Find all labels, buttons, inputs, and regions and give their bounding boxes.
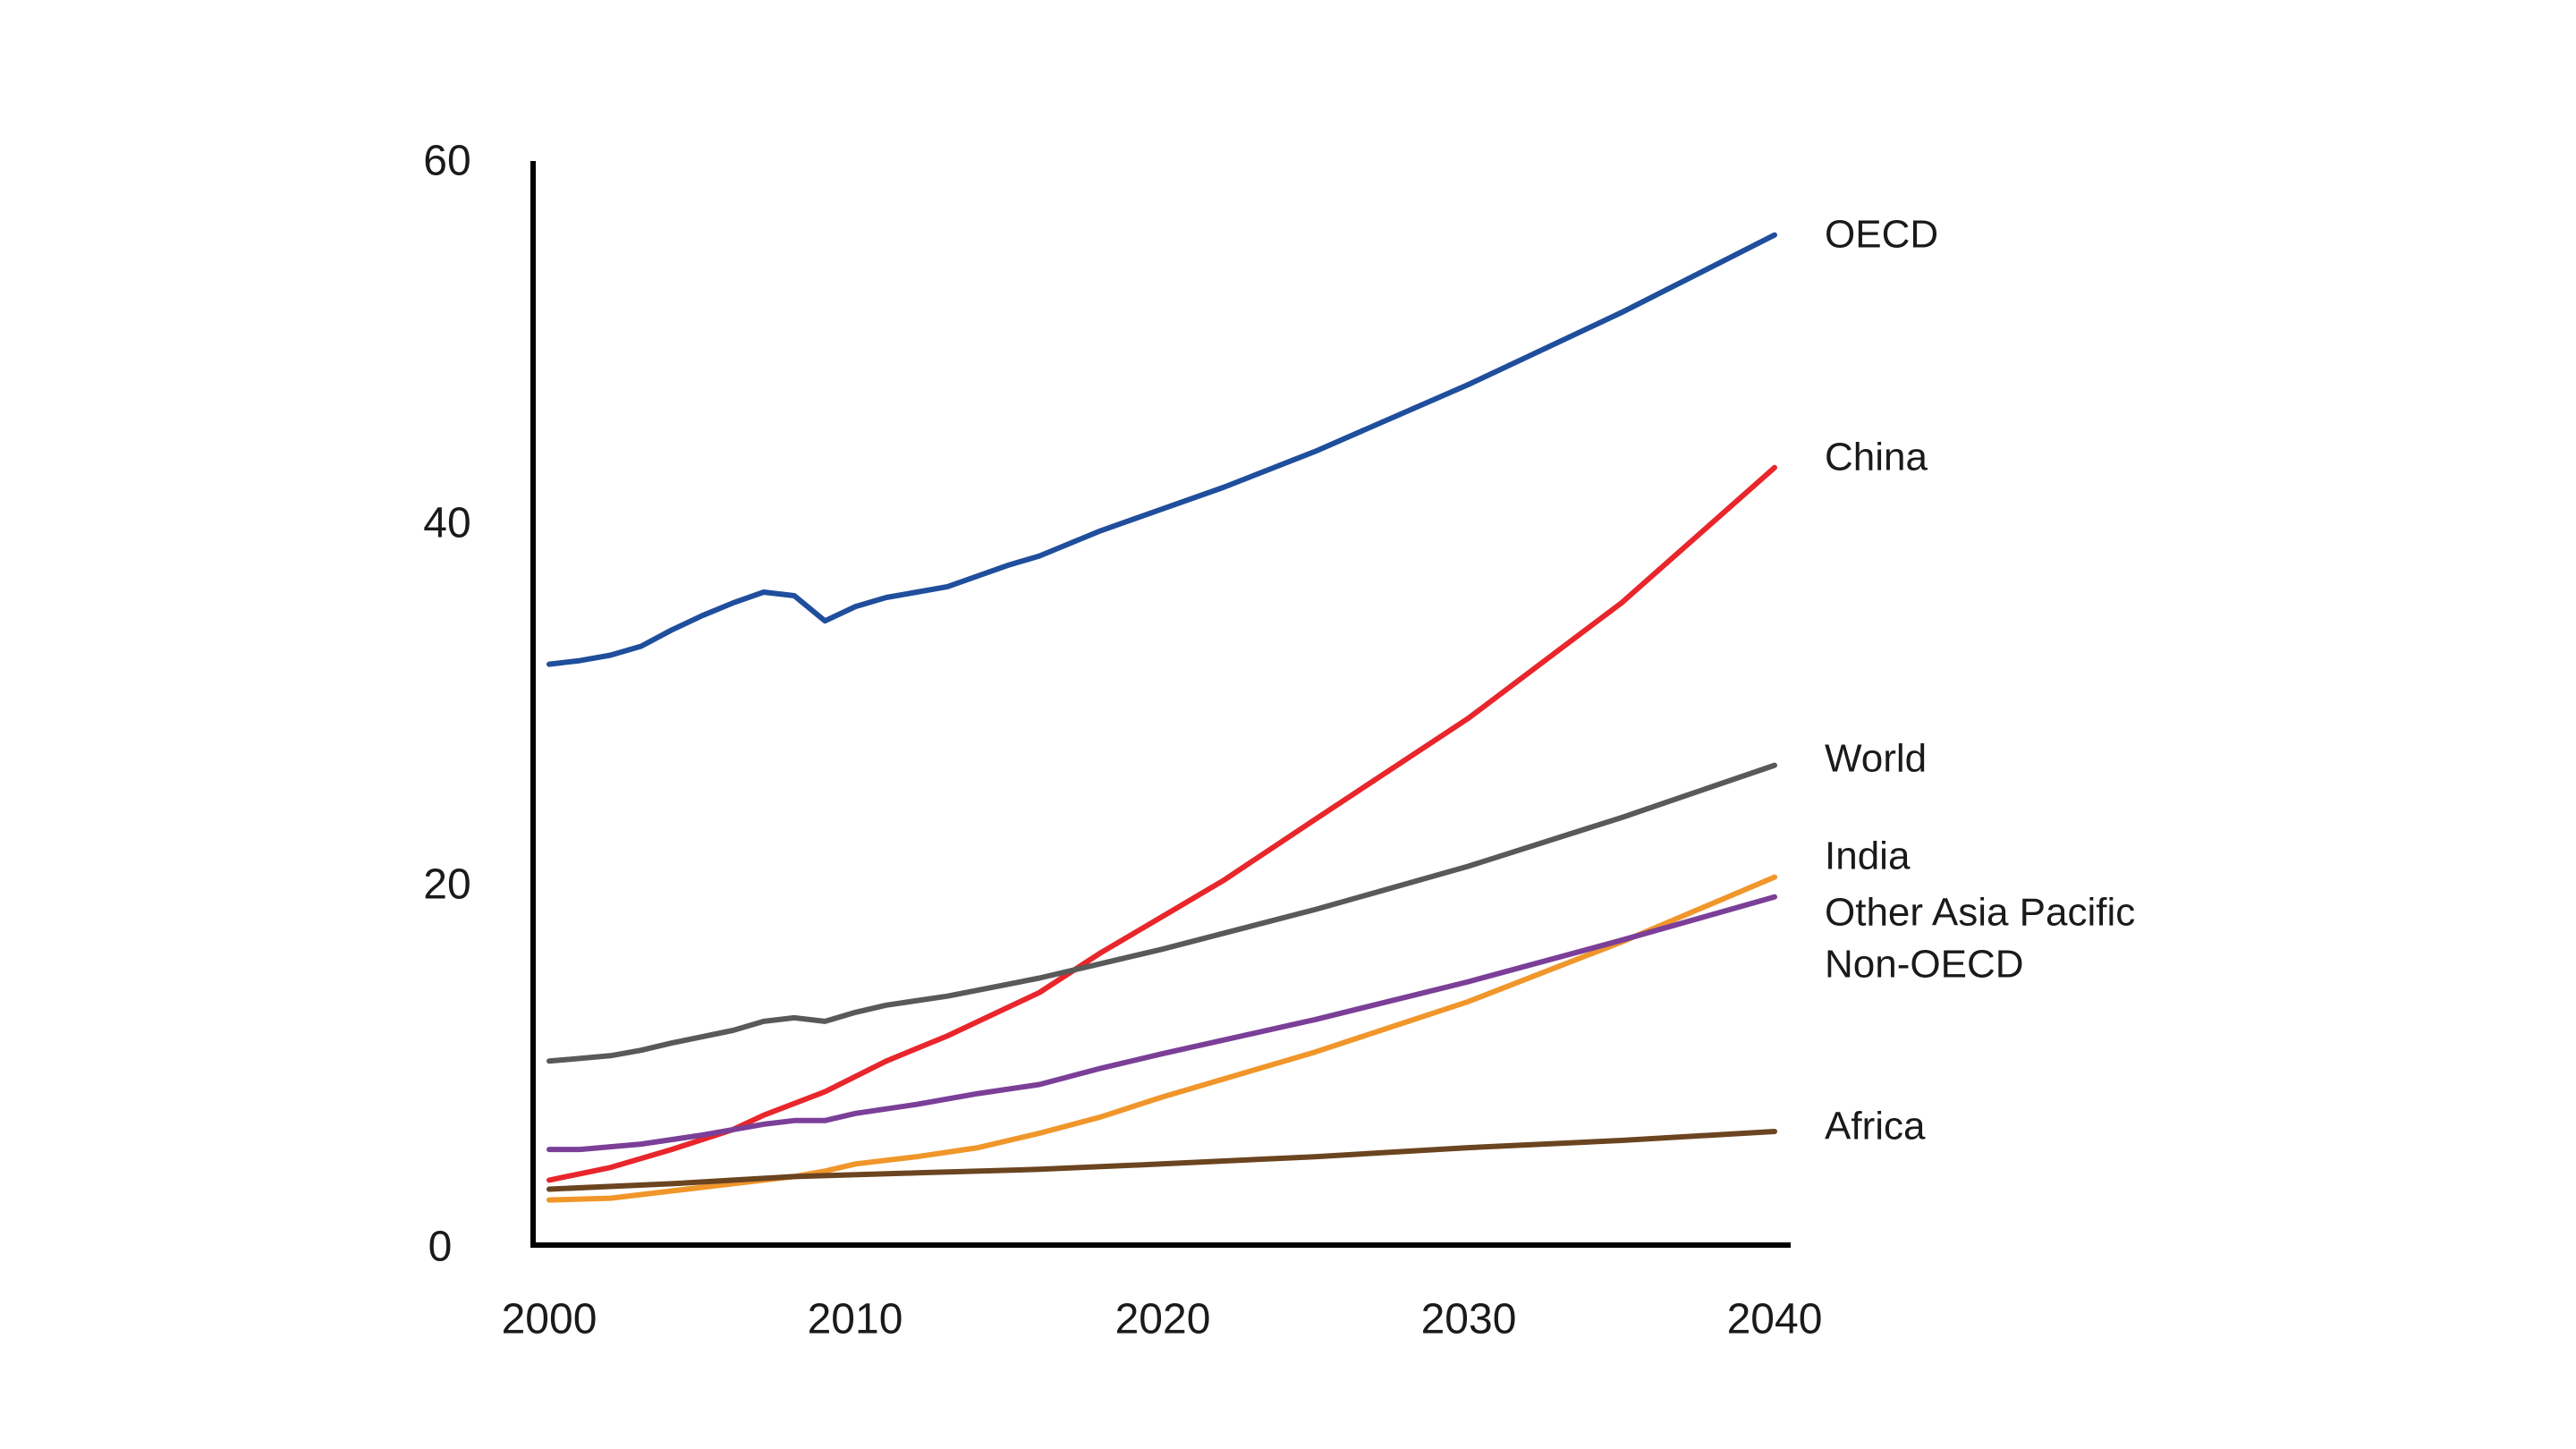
y-tick-label-20: 20 <box>423 861 470 909</box>
y-tick-label-40: 40 <box>423 500 470 547</box>
series-line-china <box>549 468 1775 1181</box>
y-tick-label-60: 60 <box>423 138 470 185</box>
series-line-india <box>549 877 1775 1200</box>
series-label-oecd: OECD <box>1825 213 1938 257</box>
series-labels: OECD China World India Other Asia Pacifi… <box>1825 213 2135 1148</box>
x-tick-labels: 2000 2010 2020 2030 2040 <box>502 1296 1823 1343</box>
x-tick-label-2030: 2030 <box>1421 1296 1517 1343</box>
x-tick-label-2020: 2020 <box>1115 1296 1211 1343</box>
x-tick-label-2040: 2040 <box>1727 1296 1823 1343</box>
x-tick-label-2000: 2000 <box>502 1296 597 1343</box>
series-label-india: India <box>1825 835 1911 878</box>
series-label-world: World <box>1825 737 1927 781</box>
x-tick-label-2010: 2010 <box>808 1296 903 1343</box>
series-line-world <box>549 766 1775 1062</box>
y-tick-label-0: 0 <box>428 1224 453 1271</box>
y-tick-labels: 0 20 40 60 <box>423 138 470 1271</box>
series-layer <box>549 235 1775 1200</box>
series-label-other-asia-line2: Non-OECD <box>1825 943 2024 987</box>
series-label-china: China <box>1825 436 1928 479</box>
series-line-other-asia-pacific-non-oecd <box>549 897 1775 1149</box>
series-label-other-asia-line1: Other Asia Pacific <box>1825 891 2135 935</box>
line-chart: 0 20 40 60 2000 2010 2020 2030 2040 OECD… <box>0 0 2576 1449</box>
series-line-oecd <box>549 235 1775 665</box>
series-line-africa <box>549 1131 1775 1190</box>
series-label-africa: Africa <box>1825 1105 1926 1148</box>
